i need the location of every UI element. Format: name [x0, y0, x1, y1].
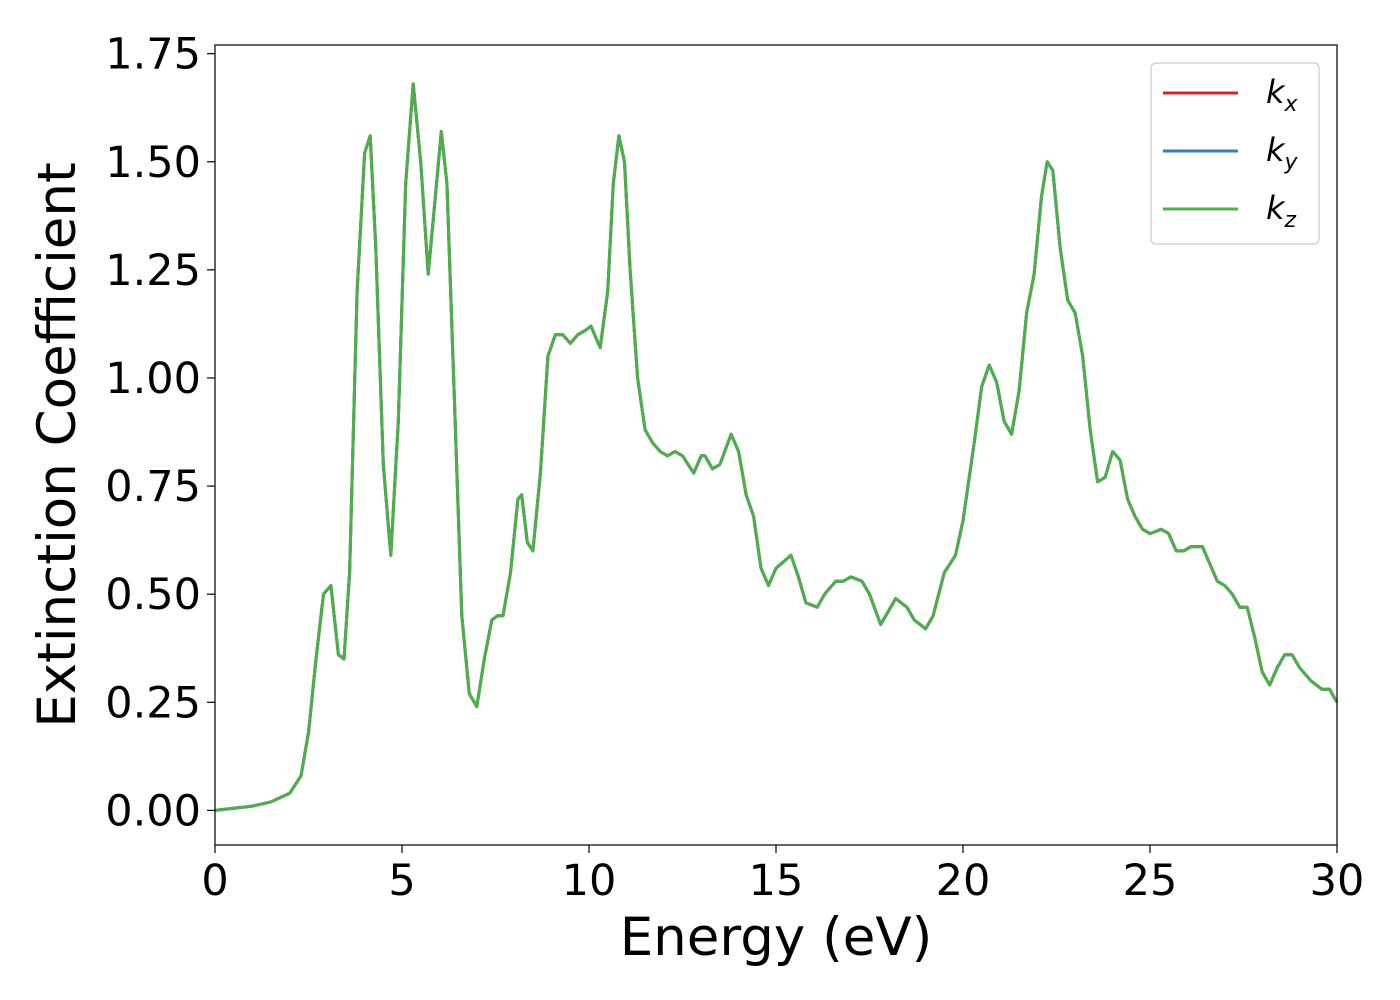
legend-label-ky: ky — [1266, 131, 1299, 175]
y-tick-label: 1.75 — [105, 30, 201, 80]
legend-label-kz: kz — [1266, 189, 1297, 233]
legend-label-kx: kx — [1266, 73, 1299, 117]
x-tick-label: 10 — [562, 856, 617, 906]
y-axis-ticks: 0.00 0.25 0.50 0.75 1.00 1.25 1.50 1.75 — [105, 30, 215, 836]
series-line-kz — [214, 82, 1339, 812]
y-tick-label: 1.00 — [105, 354, 201, 404]
y-tick-label: 0.50 — [105, 570, 201, 620]
x-tick-label: 30 — [1310, 856, 1365, 906]
y-tick-label: 0.25 — [105, 678, 201, 728]
plot-area — [215, 45, 1337, 845]
x-tick-label: 15 — [749, 856, 804, 906]
x-axis-ticks: 0 5 10 15 20 25 30 — [201, 845, 1364, 906]
y-tick-label: 0.75 — [105, 462, 201, 512]
legend-box — [1150, 62, 1320, 245]
x-tick-label: 0 — [201, 856, 228, 906]
y-tick-label: 1.50 — [105, 138, 201, 188]
y-tick-label: 0.00 — [105, 786, 201, 836]
x-tick-label: 25 — [1123, 856, 1178, 906]
y-tick-label: 1.25 — [105, 246, 201, 296]
x-axis-label: Energy (eV) — [620, 907, 933, 968]
y-axis-label: Extinction Coefficient — [27, 162, 88, 728]
x-tick-label: 20 — [936, 856, 991, 906]
legend: kx ky kz — [1150, 62, 1320, 245]
x-tick-label: 5 — [388, 856, 415, 906]
series-layer — [214, 82, 1339, 812]
